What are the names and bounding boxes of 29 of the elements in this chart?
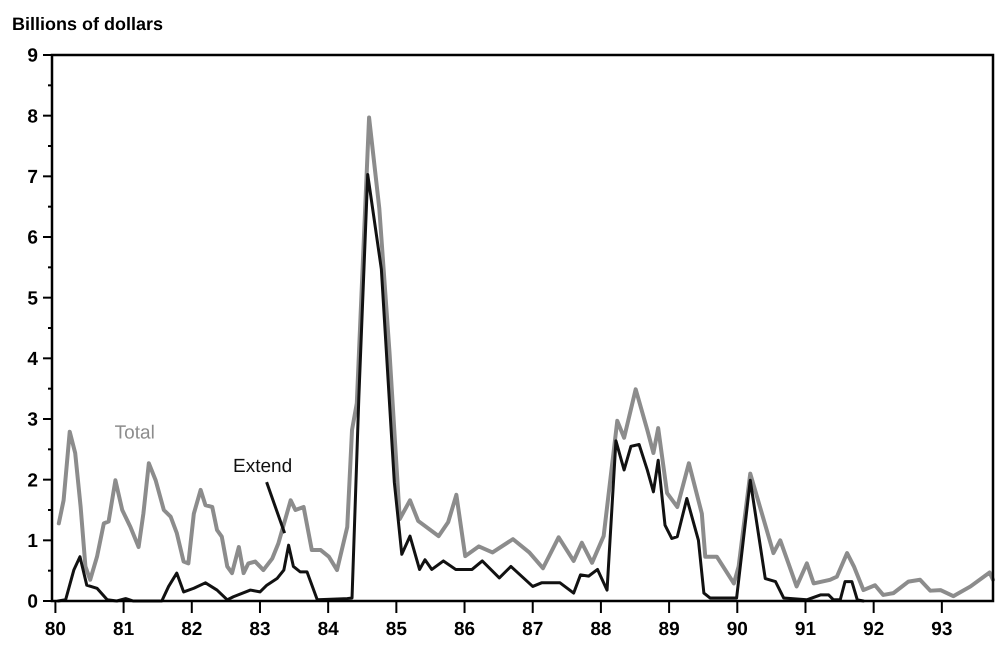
y-tick-label: 5: [27, 288, 38, 310]
x-tick-label: 86: [454, 619, 476, 640]
line-series: [56, 115, 995, 598]
y-tick-label: 6: [27, 228, 38, 249]
series-label: Total: [114, 422, 155, 444]
x-tick-label: 92: [863, 619, 884, 640]
x-tick-label: 90: [726, 619, 748, 640]
line-series: [56, 173, 865, 602]
y-tick-label: 0: [27, 592, 38, 613]
y-tick-label: 8: [27, 106, 38, 128]
x-tick-label: 91: [794, 619, 816, 640]
x-tick-label: 93: [931, 619, 952, 640]
x-tick-label: 81: [113, 619, 135, 640]
y-tick-label: 7: [27, 166, 38, 188]
x-tick-label: 89: [658, 619, 680, 640]
y-tick-label: 9: [27, 46, 38, 67]
y-axis-title: Billions of dollars: [12, 14, 164, 34]
y-tick-label: 1: [27, 530, 38, 552]
y-tick-label: 2: [27, 470, 38, 492]
text: Extend: [233, 456, 292, 477]
x-tick-label: 85: [386, 619, 408, 640]
x-tick-label: 82: [181, 619, 202, 640]
x-tick-label: 87: [522, 619, 544, 640]
y-tick-label: 3: [27, 410, 38, 431]
x-tick-label: 88: [590, 619, 612, 640]
y-tick-label: 4: [27, 348, 38, 370]
x-tick-label: 84: [318, 619, 340, 640]
x-tick-label: 80: [44, 619, 66, 640]
x-tick-label: 83: [249, 619, 271, 640]
